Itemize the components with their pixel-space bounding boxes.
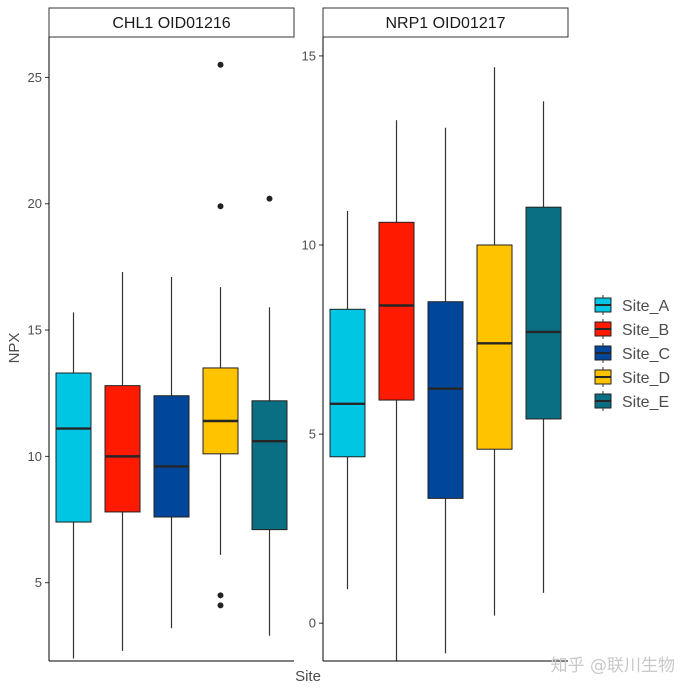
x-axis-title: Site <box>295 668 321 685</box>
watermark: 知乎 @联川生物 <box>551 656 675 676</box>
y-tick-label: 15 <box>302 48 316 63</box>
box-iqr <box>104 385 141 513</box>
y-tick-label: 0 <box>309 616 316 631</box>
box-iqr <box>378 221 415 401</box>
boxes-chl1 <box>55 61 288 659</box>
panel-nrp1: NRP1 OID01217 0 5 10 15 <box>302 7 569 662</box>
box-iqr <box>153 395 190 518</box>
y-tick-label: 10 <box>302 238 316 253</box>
legend-label: Site_A <box>622 298 669 315</box>
box-site-c <box>153 277 190 629</box>
box-iqr <box>525 206 562 420</box>
box-site-d <box>476 67 513 616</box>
outlier-point <box>217 592 224 599</box>
outlier-point <box>217 203 224 210</box>
y-tick-label: 5 <box>35 575 42 590</box>
legend-item-site-c: Site_C <box>594 343 670 363</box>
y-ticks-nrp1: 0 5 10 15 <box>302 48 323 631</box>
outlier-point <box>217 61 224 68</box>
box-site-c <box>427 127 464 654</box>
box-site-b <box>104 271 141 651</box>
box-iqr <box>202 367 239 455</box>
box-site-d <box>202 61 239 609</box>
legend-item-site-a: Site_A <box>594 295 669 315</box>
legend-item-site-e: Site_E <box>594 391 669 411</box>
box-site-a <box>55 312 92 659</box>
y-tick-label: 15 <box>28 323 42 338</box>
box-iqr <box>329 308 366 458</box>
boxes-nrp1 <box>329 67 562 661</box>
legend-item-site-d: Site_D <box>594 367 670 387</box>
box-site-e <box>251 195 288 636</box>
box-iqr <box>427 301 464 499</box>
y-tick-label: 20 <box>28 196 42 211</box>
outlier-point <box>266 195 273 202</box>
legend-label: Site_B <box>622 322 669 339</box>
y-tick-label: 10 <box>28 449 42 464</box>
legend-label: Site_C <box>622 346 670 363</box>
panel-title-nrp1: NRP1 OID01217 <box>385 15 505 32</box>
panel-title-chl1: CHL1 OID01216 <box>112 15 230 32</box>
panel-chl1: CHL1 OID01216 5 10 15 20 25 <box>28 7 295 662</box>
box-iqr <box>251 400 288 531</box>
outlier-point <box>217 602 224 609</box>
box-site-a <box>329 210 366 590</box>
legend-label: Site_E <box>622 394 669 411</box>
legend-label: Site_D <box>622 370 670 387</box>
box-site-b <box>378 120 415 661</box>
box-iqr <box>55 372 92 523</box>
y-axis-title: NPX <box>6 333 23 364</box>
y-ticks-chl1: 5 10 15 20 25 <box>28 70 49 590</box>
y-tick-label: 25 <box>28 70 42 85</box>
legend: Site_A Site_B Site_C Site_D Site_E <box>594 295 670 411</box>
box-site-e <box>525 101 562 593</box>
legend-item-site-b: Site_B <box>594 319 669 339</box>
box-iqr <box>476 244 513 450</box>
y-tick-label: 5 <box>309 427 316 442</box>
